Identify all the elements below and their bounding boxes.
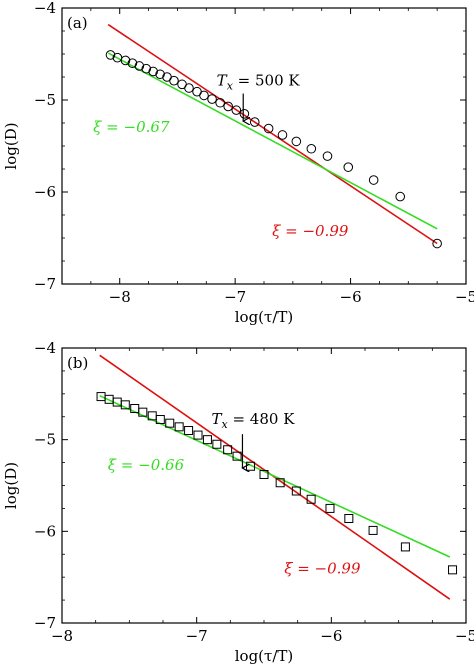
data-point [368, 175, 379, 185]
data-point [120, 400, 130, 410]
data-point [184, 426, 194, 435]
label-subscript: x [221, 418, 228, 431]
data-point [432, 238, 442, 249]
data-point [212, 439, 222, 449]
y-tick-label: −6 [34, 522, 56, 540]
data-point [343, 162, 354, 172]
x-tick-label: −8 [51, 627, 73, 645]
data-point [400, 542, 410, 552]
data-point [174, 422, 184, 432]
data-point [120, 55, 131, 66]
label-symbol: T [217, 71, 228, 89]
data-point [263, 123, 274, 134]
slope-label: ξ = −0.99 [272, 222, 349, 240]
data-point [344, 514, 354, 523]
fit-line-green [107, 52, 438, 230]
data-point [232, 451, 242, 461]
data-point [169, 75, 179, 86]
y-tick-label: −7 [34, 614, 56, 632]
label-value: = 480 K [228, 410, 296, 428]
x-tick-label: −8 [109, 288, 131, 306]
data-point [184, 83, 194, 93]
y-tick-label: −5 [34, 91, 56, 109]
x-tick-label: −6 [320, 627, 342, 645]
label-subscript: x [227, 79, 234, 92]
data-point [105, 50, 116, 60]
fit-line-red [107, 23, 438, 245]
data-point [199, 90, 209, 101]
data-point [193, 430, 203, 440]
data-point [155, 415, 165, 424]
data-point [277, 130, 288, 140]
data-point [275, 478, 285, 488]
x-tick-label: −5 [455, 627, 474, 645]
data-point [231, 105, 242, 115]
y-axis-label: log(D) [2, 462, 20, 509]
transition-temperature-label: Tx = 480 K [211, 410, 295, 431]
data-point [249, 117, 260, 127]
data-point [138, 407, 148, 417]
x-axis-label: log(τ/T) [235, 647, 294, 665]
data-point [165, 418, 175, 428]
data-point [448, 565, 458, 575]
x-tick-label: −6 [340, 288, 362, 306]
transition-temperature-label: Tx = 500 K [217, 71, 301, 92]
data-point [215, 97, 225, 108]
x-tick-label: −7 [224, 288, 246, 306]
data-point [291, 136, 302, 147]
data-point [127, 58, 138, 69]
panel-label: (a) [67, 14, 88, 32]
slope-label: ξ = −0.66 [108, 456, 185, 474]
chart-panel-a: −8 −7 −6 −5 −4 −5 −6 −7 Tx = 500 K ξ = −0.67 ξ = −… [2, 0, 474, 326]
fit-line-red [99, 354, 451, 600]
data-point [322, 151, 333, 161]
data-point [223, 445, 233, 455]
x-tick-label: −7 [186, 627, 208, 645]
x-axis-label: log(τ/T) [235, 308, 294, 326]
data-point [141, 63, 152, 74]
data-point [134, 61, 145, 71]
plot-frame [61, 7, 467, 285]
data-point [368, 525, 378, 535]
data-point [395, 191, 406, 202]
y-tick-label: −7 [34, 275, 56, 293]
plot-frame [61, 347, 467, 624]
data-point [259, 470, 269, 479]
y-tick-label: −5 [34, 431, 56, 449]
fit-line-green [99, 394, 451, 558]
data-point [306, 143, 317, 154]
data-point [148, 66, 158, 77]
y-tick-label: −4 [34, 0, 56, 17]
panel-label: (b) [67, 354, 88, 372]
chart-panel-b: −8 −7 −6 −5−4−5−6−7Tx = 480 Kξ = −0.66ξ = −… [2, 339, 474, 665]
data-point [202, 435, 212, 445]
data-point [223, 101, 234, 112]
data-point [306, 494, 316, 504]
y-tick-label: −6 [34, 183, 56, 201]
slope-label: ξ = −0.67 [93, 118, 170, 136]
data-point [207, 94, 217, 104]
slope-label: ξ = −0.99 [284, 560, 361, 578]
label-value: = 500 K [233, 71, 301, 89]
data-point [291, 486, 301, 496]
label-symbol: T [211, 410, 222, 428]
data-point [325, 503, 335, 513]
y-tick-label: −4 [34, 339, 56, 357]
x-tick-label: −5 [455, 288, 474, 306]
data-point [155, 69, 165, 80]
y-axis-label: log(D) [2, 122, 20, 169]
